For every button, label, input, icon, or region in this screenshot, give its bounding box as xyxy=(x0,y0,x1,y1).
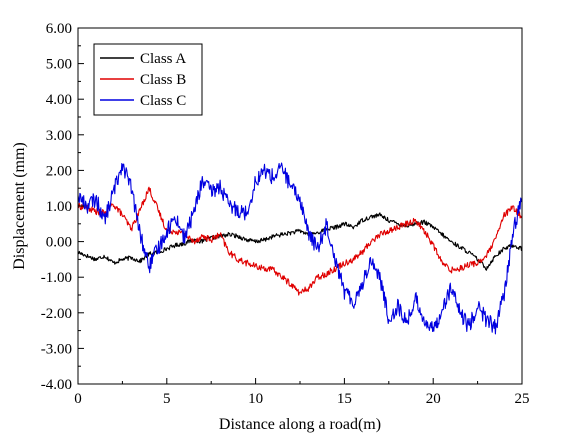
y-tick-label: -3.00 xyxy=(41,341,72,357)
y-tick-label: 2.00 xyxy=(46,163,72,179)
series-line-2 xyxy=(77,186,523,296)
series-line-3 xyxy=(77,162,523,335)
y-tick-label: 4.00 xyxy=(46,92,72,108)
axes-layer: 0 5 10 15 20 25 -4.00 -3.00 -2.00 -1.00 0.00 1.00 2.… xyxy=(41,21,530,407)
x-tick-label: 25 xyxy=(515,391,530,407)
legend-label: Class B xyxy=(140,72,186,88)
x-tick-label: 5 xyxy=(163,391,171,407)
x-tick-label: 20 xyxy=(426,391,441,407)
y-tick-label: 0.00 xyxy=(46,235,72,251)
x-axis-label: Distance along a road(m) xyxy=(219,416,381,433)
y-tick-label: 6.00 xyxy=(46,21,72,37)
y-tick-label: 3.00 xyxy=(46,128,72,144)
y-axis-label: Displacement (mm) xyxy=(11,142,28,270)
y-tick-label: -2.00 xyxy=(41,306,72,322)
x-tick-label: 15 xyxy=(337,391,352,407)
legend: Class A Class B Class C xyxy=(93,43,203,116)
y-tick-label: 1.00 xyxy=(46,199,72,215)
y-tick-label: -1.00 xyxy=(41,270,72,286)
y-tick-label: 5.00 xyxy=(46,57,72,73)
x-tick-label: 0 xyxy=(74,391,82,407)
legend-label: Class A xyxy=(140,51,186,67)
legend-label: Class C xyxy=(140,93,186,109)
x-tick-label: 10 xyxy=(248,391,263,407)
series-layer xyxy=(77,162,523,335)
y-tick-label: -4.00 xyxy=(41,377,72,393)
